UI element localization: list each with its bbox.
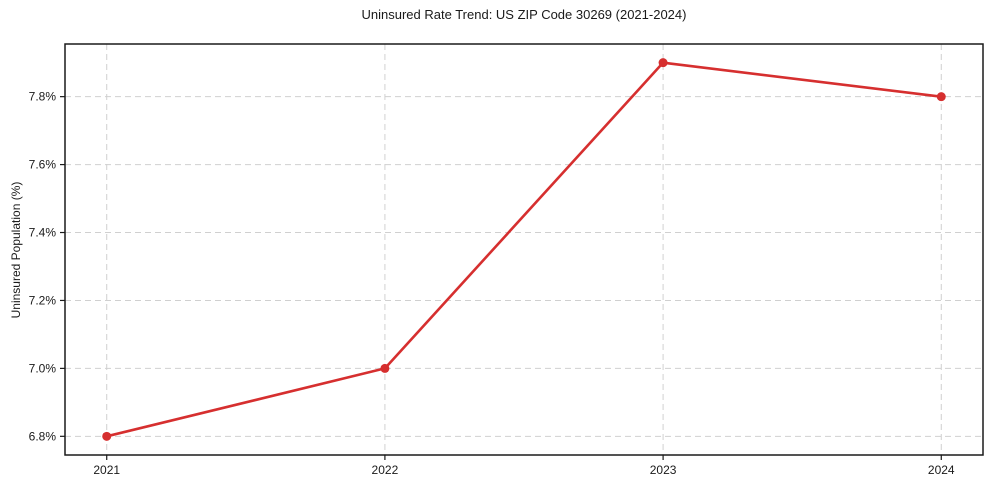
x-tick-label: 2021: [93, 463, 120, 477]
x-tick-label: 2023: [650, 463, 677, 477]
axes-border: [64, 43, 984, 456]
data-point-2021: [102, 431, 112, 441]
x-tick-label: 2022: [372, 463, 399, 477]
y-tick-label: 6.8%: [29, 429, 57, 443]
y-tick-label: 7.2%: [29, 293, 57, 307]
y-tick-label: 7.6%: [29, 158, 57, 172]
y-tick-label: 7.8%: [29, 90, 57, 104]
data-point-2022: [380, 363, 390, 373]
y-tick-label: 7.0%: [29, 361, 57, 375]
y-tick-label: 7.4%: [29, 226, 57, 240]
data-point-2023: [658, 58, 668, 68]
x-tick-label: 2024: [928, 463, 955, 477]
data-point-2024: [936, 92, 946, 102]
y-axis-label: Uninsured Population (%): [9, 181, 23, 319]
chart-title: Uninsured Rate Trend: US ZIP Code 30269 …: [361, 7, 687, 22]
trend-line: [106, 61, 942, 438]
